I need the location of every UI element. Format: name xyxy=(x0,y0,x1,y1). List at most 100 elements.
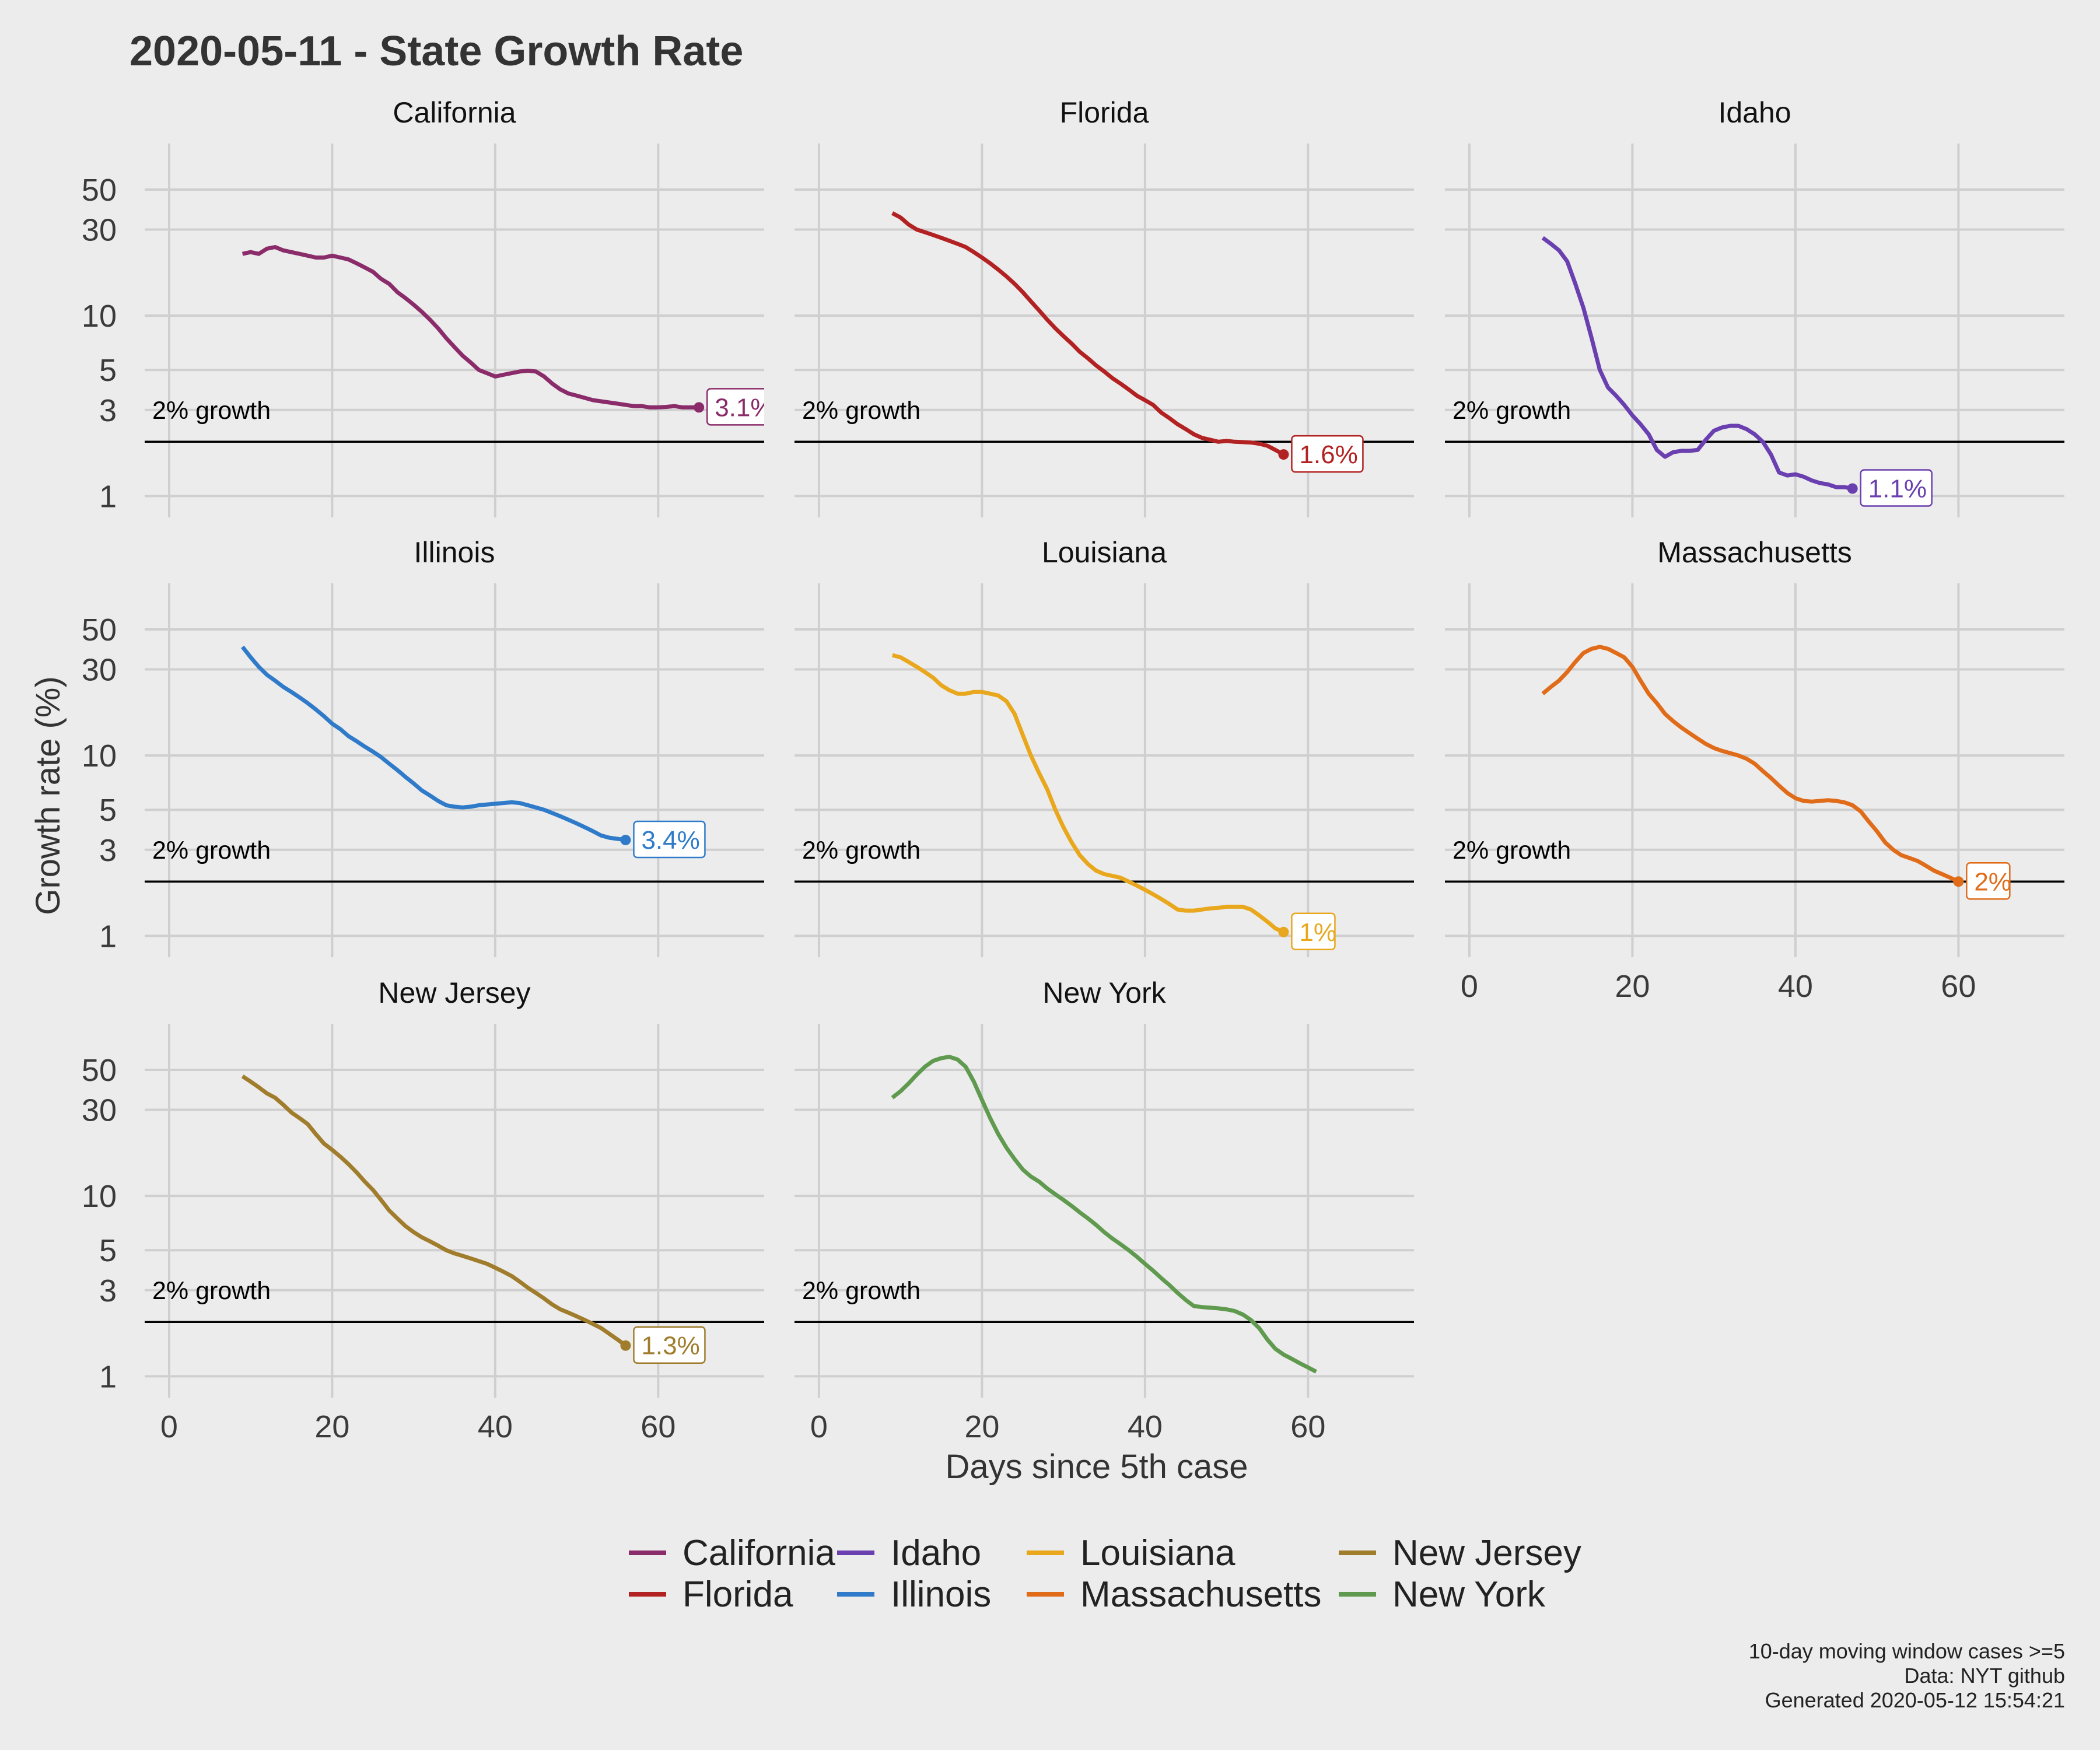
reference-line-label: 2% growth xyxy=(802,1277,921,1305)
series-line-idaho xyxy=(1541,236,1853,491)
reference-line-label: 2% growth xyxy=(152,397,271,425)
panel-new-york: 2% growth xyxy=(794,1024,1414,1398)
legend-item: New Jersey xyxy=(1392,1533,1581,1573)
reference-line-label: 2% growth xyxy=(152,1277,271,1305)
end-point xyxy=(694,402,705,413)
y-tick-label: 5 xyxy=(99,353,117,388)
reference-line-label: 2% growth xyxy=(802,836,921,864)
end-label-box xyxy=(633,820,706,859)
end-label: 2% xyxy=(1974,867,2011,896)
x-axis-title: Days since 5th case xyxy=(945,1448,1248,1486)
x-tick-label: 40 xyxy=(478,1409,513,1444)
end-label-box xyxy=(706,388,764,426)
chart-title: 2020-05-11 - State Growth Rate xyxy=(130,28,743,75)
legend-item: Florida xyxy=(682,1574,793,1615)
end-label: 1% xyxy=(1299,918,1336,947)
reference-line-label: 2% growth xyxy=(1452,397,1571,425)
caption-line: Data: NYT github xyxy=(1905,1664,2065,1688)
y-tick-label: 50 xyxy=(82,1053,117,1088)
end-label: 1.6% xyxy=(1299,440,1357,469)
y-tick-label: 5 xyxy=(99,1233,117,1268)
panel-idaho: 2% growth 1.1% xyxy=(1445,144,2064,517)
x-tick-label: 20 xyxy=(1615,969,1650,1004)
end-point xyxy=(1847,483,1858,494)
y-tick-label: 3 xyxy=(99,393,117,428)
legend-item: Idaho xyxy=(891,1533,981,1573)
caption-line: 10-day moving window cases >=5 xyxy=(1749,1639,2065,1663)
end-label: 3.4% xyxy=(641,826,699,855)
end-point xyxy=(1278,926,1289,937)
x-tick-label: 60 xyxy=(1941,969,1976,1004)
series-line-florida xyxy=(891,211,1285,457)
end-point xyxy=(1953,876,1964,887)
caption-line: Generated 2020-05-12 15:54:21 xyxy=(1765,1688,2065,1712)
x-tick-label: 20 xyxy=(964,1409,999,1444)
panel-new-jersey: 2% growth 1.3% xyxy=(145,1024,764,1398)
panel-title: Idaho xyxy=(1718,96,1791,129)
end-label: 1.1% xyxy=(1868,475,1927,503)
legend-item: California xyxy=(682,1533,835,1573)
y-tick-label: 1 xyxy=(99,919,117,954)
panel-title: Illinois xyxy=(414,536,495,569)
series-line-new-york xyxy=(891,1055,1317,1374)
series-line-louisiana xyxy=(891,653,1284,934)
end-label-box xyxy=(633,1326,706,1364)
end-label-box xyxy=(1966,862,2011,900)
y-tick-label: 3 xyxy=(99,833,117,868)
end-label: 1.3% xyxy=(641,1332,699,1360)
end-point xyxy=(1278,449,1289,460)
panel-title: New Jersey xyxy=(378,977,530,1009)
y-tick-label: 30 xyxy=(82,653,117,688)
series-line-california xyxy=(242,245,699,410)
legend-item: Massachusetts xyxy=(1080,1574,1322,1615)
y-tick-label: 3 xyxy=(99,1273,117,1308)
panel-louisiana: 2% growth 1% xyxy=(794,583,1414,957)
panel-illinois: 2% growth 3.4% xyxy=(145,583,764,957)
x-tick-label: 60 xyxy=(640,1409,676,1444)
y-tick-label: 1 xyxy=(99,479,117,514)
y-tick-label: 10 xyxy=(82,299,117,334)
y-tick-label: 1 xyxy=(99,1359,117,1394)
end-label-box xyxy=(1291,912,1336,951)
panel-title: Massachusetts xyxy=(1657,536,1852,569)
y-tick-label: 50 xyxy=(82,612,117,648)
reference-line-label: 2% growth xyxy=(1452,836,1571,864)
panel-title: Florida xyxy=(1060,96,1149,129)
legend-item: Louisiana xyxy=(1080,1533,1236,1573)
y-tick-label: 50 xyxy=(82,173,117,208)
x-tick-label: 20 xyxy=(314,1409,349,1444)
legend-item: New York xyxy=(1392,1574,1546,1615)
series-line-new-jersey xyxy=(241,1074,627,1348)
panel-title: Louisiana xyxy=(1042,536,1167,569)
reference-line-label: 2% growth xyxy=(152,836,271,864)
y-tick-label: 30 xyxy=(82,213,117,248)
x-tick-label: 40 xyxy=(1128,1409,1163,1444)
series-line-massachusetts xyxy=(1541,645,1959,884)
reference-line-label: 2% growth xyxy=(802,397,921,425)
x-tick-label: 0 xyxy=(160,1409,178,1444)
end-label-box xyxy=(1860,469,1933,507)
end-label: 3.1% xyxy=(715,393,773,422)
panel-florida: 2% growth 1.6% xyxy=(794,144,1414,517)
end-point xyxy=(620,1340,631,1351)
panel-california: 2% growth 3.1% xyxy=(145,144,773,517)
end-point xyxy=(620,834,631,845)
end-label-box xyxy=(1291,435,1364,473)
x-tick-label: 0 xyxy=(810,1409,828,1444)
panel-massachusetts: 2% growth 2% xyxy=(1445,583,2064,957)
y-tick-label: 10 xyxy=(82,738,117,774)
panel-title: New York xyxy=(1042,977,1166,1009)
x-tick-label: 0 xyxy=(1461,969,1478,1004)
panel-title: California xyxy=(393,96,516,129)
y-tick-label: 30 xyxy=(82,1093,117,1128)
y-tick-label: 10 xyxy=(82,1179,117,1214)
x-tick-label: 60 xyxy=(1290,1409,1325,1444)
y-tick-label: 5 xyxy=(99,793,117,828)
y-axis-title: Growth rate (%) xyxy=(29,676,67,915)
legend-item: Illinois xyxy=(891,1574,991,1615)
series-line-illinois xyxy=(240,645,626,842)
